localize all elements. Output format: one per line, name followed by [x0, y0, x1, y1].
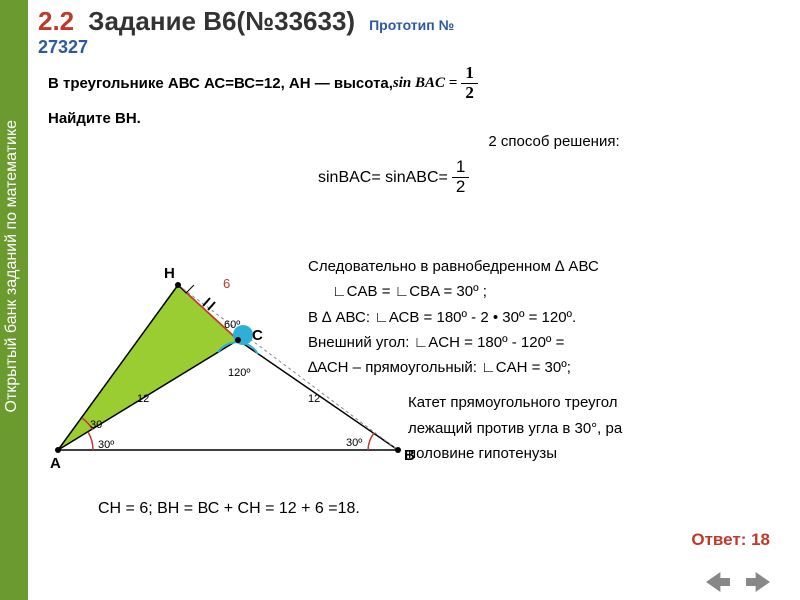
- problem-line-2: Найдите ВН.: [28, 106, 800, 131]
- solution-steps: Следовательно в равнобедренном ∆ АВС ∟CA…: [308, 255, 800, 467]
- main-content: 2.2 Задание B6(№33633) Прототип № 27327 …: [28, 0, 800, 600]
- solution-method: 2 способ решения:: [28, 131, 800, 156]
- sin-expression: sin BAC = 1 2: [393, 64, 478, 102]
- prototype-label: Прототип №: [369, 17, 454, 33]
- nav-prev-icon[interactable]: [706, 572, 730, 592]
- nav-next-icon[interactable]: [746, 572, 770, 592]
- fraction: 1 2: [461, 64, 478, 102]
- sin-eq-text: sinBAC= sinABC=: [318, 169, 448, 187]
- tri-fill: [58, 285, 238, 450]
- cathetus-1: Катет прямоугольного треугол: [308, 391, 800, 414]
- lbl-30a: 30: [90, 419, 102, 431]
- ch-calc: СН = 6; ВН = ВС + СН = 12 + 6 =18.: [98, 500, 360, 518]
- lbl-a: A: [50, 455, 61, 472]
- answer: Ответ: 18: [691, 530, 770, 550]
- pt-a: [55, 447, 61, 453]
- header-row: 2.2 Задание B6(№33633) Прототип №: [28, 0, 800, 37]
- step-angles1: ∟CAB = ∟CBA = 30º ;: [308, 280, 800, 303]
- step-right-tri: ∆АСН – прямоугольный: ∟CАН = 30º;: [308, 356, 800, 379]
- cathetus-2: лежащий против угла в 30°, ра: [308, 417, 800, 440]
- frac-den: 2: [461, 84, 478, 103]
- cathetus-3: половине гипотенузы: [308, 442, 800, 465]
- sin-label: sin BAC =: [393, 75, 457, 92]
- lbl-30b: 30º: [98, 439, 114, 451]
- sidebar: Открытый банк заданий по математике: [0, 0, 28, 600]
- prototype-number: 27327: [28, 37, 800, 58]
- frac-num-2: 1: [452, 158, 469, 178]
- lbl-6: 6: [223, 276, 230, 291]
- frac-num: 1: [461, 64, 478, 84]
- step-angles3: Внешний угол: ∟АCH = 180º - 120º =: [308, 331, 800, 354]
- pt-h: [175, 282, 181, 288]
- sidebar-label: Открытый банк заданий по математике: [3, 120, 21, 412]
- task-number: 2.2: [38, 6, 74, 37]
- lbl-h: H: [164, 265, 175, 282]
- frac-den-2: 2: [452, 178, 469, 197]
- lbl-60: 60º: [224, 319, 240, 331]
- tick-hc-1: [203, 298, 210, 306]
- pt-c: [235, 337, 241, 343]
- step-following: Следовательно в равнобедренном ∆ АВС: [308, 255, 800, 278]
- fraction-2: 1 2: [452, 158, 469, 196]
- task-title: Задание B6(№33633): [88, 6, 355, 37]
- sin-equation: sinBAC= sinABC= 1 2: [28, 156, 800, 202]
- problem-line-1: В треугольнике АВС АС=ВС=12, АН — высота…: [28, 58, 800, 106]
- lbl-c: C: [252, 327, 263, 344]
- lbl-12a: 12: [137, 393, 149, 405]
- tick-hc-2: [208, 302, 215, 310]
- problem-text-1: В треугольнике АВС АС=ВС=12, АН — высота…: [48, 75, 393, 92]
- lbl-120: 120º: [228, 367, 250, 379]
- arc-a1: [88, 432, 93, 450]
- step-angles2: В ∆ АВС: ∟АСВ = 180º - 2 • 30º = 120º.: [308, 306, 800, 329]
